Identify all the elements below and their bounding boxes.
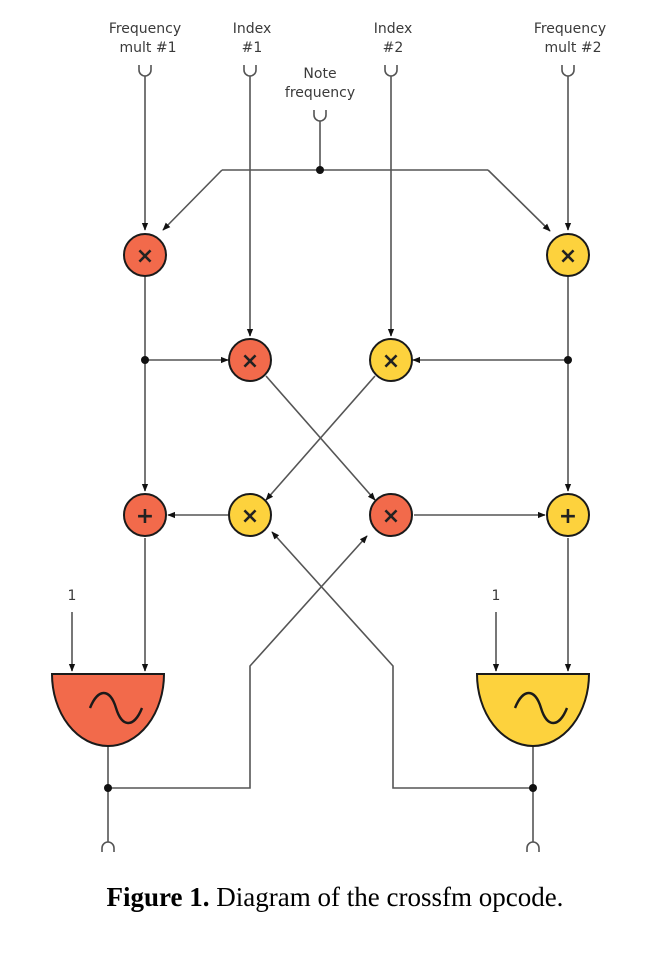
input-socket-freq-mult-1	[138, 65, 152, 77]
svg-text:×: ×	[241, 504, 259, 529]
caption-figure-number: Figure 1.	[106, 882, 210, 912]
label-amplitude-right: 1	[492, 588, 501, 604]
label-index-2-line2: #2	[383, 40, 404, 56]
input-socket-note-frequency	[313, 110, 327, 122]
label-index-1-line2: #1	[242, 40, 263, 56]
label-frequency-mult-1-line1: Frequency	[109, 21, 181, 37]
junction-right-column	[564, 356, 572, 364]
label-frequency-mult-2-line2: mult #2	[545, 40, 602, 56]
label-amplitude-left: 1	[68, 588, 77, 604]
output-socket-right	[526, 841, 540, 852]
multiply-node-top-right: ×	[546, 233, 590, 277]
multiply-node-middle-red: ×	[369, 493, 413, 537]
multiply-node-index-1: ×	[228, 338, 272, 382]
label-frequency-mult-2-line1: Frequency	[534, 21, 606, 37]
label-frequency-mult-1-line2: mult #1	[120, 40, 177, 56]
oscillator-right	[475, 673, 591, 747]
label-note-frequency-line1: Note	[303, 66, 336, 82]
junction-right-output	[529, 784, 537, 792]
junction-left-column	[141, 356, 149, 364]
figure-caption: Figure 1. Diagram of the crossfm opcode.	[0, 882, 670, 913]
input-socket-index-2	[384, 65, 398, 77]
wire-note-to-mult-right	[487, 169, 551, 232]
input-socket-index-1	[243, 65, 257, 77]
sine-wave-icon-left	[88, 691, 144, 725]
multiply-node-top-left: ×	[123, 233, 167, 277]
svg-text:×: ×	[136, 244, 154, 269]
svg-text:×: ×	[382, 504, 400, 529]
wire-feedback-left	[108, 535, 368, 789]
sine-wave-icon-right	[513, 691, 569, 725]
label-index-1-line1: Index	[233, 21, 272, 37]
svg-text:×: ×	[382, 349, 400, 374]
svg-text:×: ×	[559, 244, 577, 269]
label-index-2-line1: Index	[374, 21, 413, 37]
junction-note-frequency	[316, 166, 324, 174]
add-node-right: +	[546, 493, 590, 537]
multiply-node-middle-yellow: ×	[228, 493, 272, 537]
svg-text:+: +	[136, 504, 154, 529]
junction-left-output	[104, 784, 112, 792]
multiply-node-index-2: ×	[369, 338, 413, 382]
svg-text:+: +	[559, 504, 577, 529]
input-socket-freq-mult-2	[561, 65, 575, 77]
output-socket-left	[101, 841, 115, 852]
wire-note-to-mult-left	[162, 169, 223, 231]
label-note-frequency-line2: frequency	[285, 85, 355, 101]
wire-cross-yellow-to-yellow	[265, 375, 376, 501]
add-node-left: +	[123, 493, 167, 537]
caption-text: Diagram of the crossfm opcode.	[209, 882, 564, 912]
oscillator-left	[50, 673, 166, 747]
wire-feedback-right	[271, 531, 533, 789]
svg-text:×: ×	[241, 349, 259, 374]
